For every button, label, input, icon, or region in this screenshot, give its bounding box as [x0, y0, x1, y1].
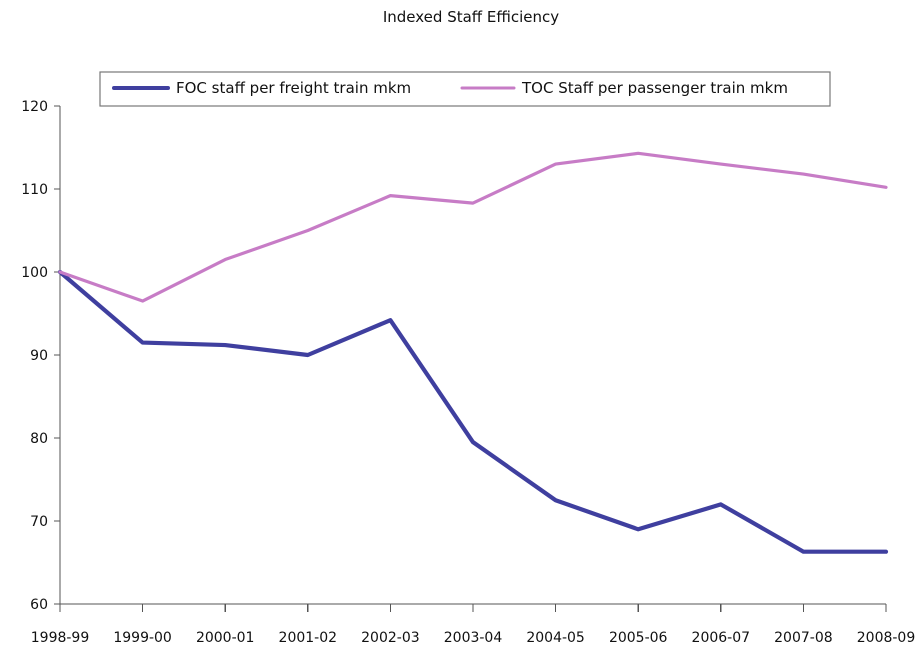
x-tick-label: 2007-08 [774, 630, 833, 646]
data-point-foc [223, 343, 227, 347]
data-point-toc [719, 163, 722, 166]
x-tick-label: 1998-99 [31, 630, 90, 646]
x-tick-label: 1999-00 [113, 630, 172, 646]
data-point-toc [224, 258, 227, 261]
data-point-toc [141, 300, 144, 303]
data-point-foc [554, 498, 558, 502]
x-tick-label: 2002-03 [361, 630, 420, 646]
data-point-toc [802, 173, 805, 176]
series-layer [57, 151, 889, 554]
data-point-foc [306, 353, 310, 357]
data-point-toc [306, 229, 309, 232]
y-tick-label: 120 [21, 99, 48, 115]
y-tick-label: 100 [21, 265, 48, 281]
data-point-toc [637, 152, 640, 155]
x-tick-label: 2004-05 [526, 630, 585, 646]
chart-title: Indexed Staff Efficiency [383, 8, 559, 26]
data-point-toc [59, 271, 62, 274]
data-point-foc [471, 440, 475, 444]
y-tick-label: 80 [30, 431, 48, 447]
data-point-foc [141, 341, 145, 345]
x-tick-label: 2008-09 [857, 630, 916, 646]
y-tick-label: 90 [30, 348, 48, 364]
legend-label-foc: FOC staff per freight train mkm [176, 79, 411, 97]
axes: 60 70 80 90 100 110 120 1998-99 1999-00 2000-01 20… [21, 99, 915, 646]
data-point-toc [389, 194, 392, 197]
x-tick-label: 2000-01 [196, 630, 255, 646]
data-point-toc [554, 163, 557, 166]
data-point-foc [884, 550, 888, 554]
x-tick-label: 2005-06 [609, 630, 668, 646]
data-point-foc [802, 550, 806, 554]
series-line-foc [57, 269, 889, 554]
y-tick-label: 110 [21, 182, 48, 198]
x-tick-label: 2006-07 [692, 630, 751, 646]
x-tick-label: 2001-02 [279, 630, 338, 646]
y-tick-label: 70 [30, 514, 48, 530]
data-point-foc [636, 528, 640, 532]
data-point-toc [472, 202, 475, 205]
data-point-foc [719, 503, 723, 507]
legend: FOC staff per freight train mkm TOC Staf… [99, 71, 831, 107]
data-point-foc [389, 318, 393, 322]
series-line-toc [58, 151, 888, 303]
x-tick-label: 2003-04 [444, 630, 503, 646]
y-tick-label: 60 [30, 597, 48, 613]
legend-label-toc: TOC Staff per passenger train mkm [521, 79, 788, 97]
data-point-toc [885, 186, 888, 189]
